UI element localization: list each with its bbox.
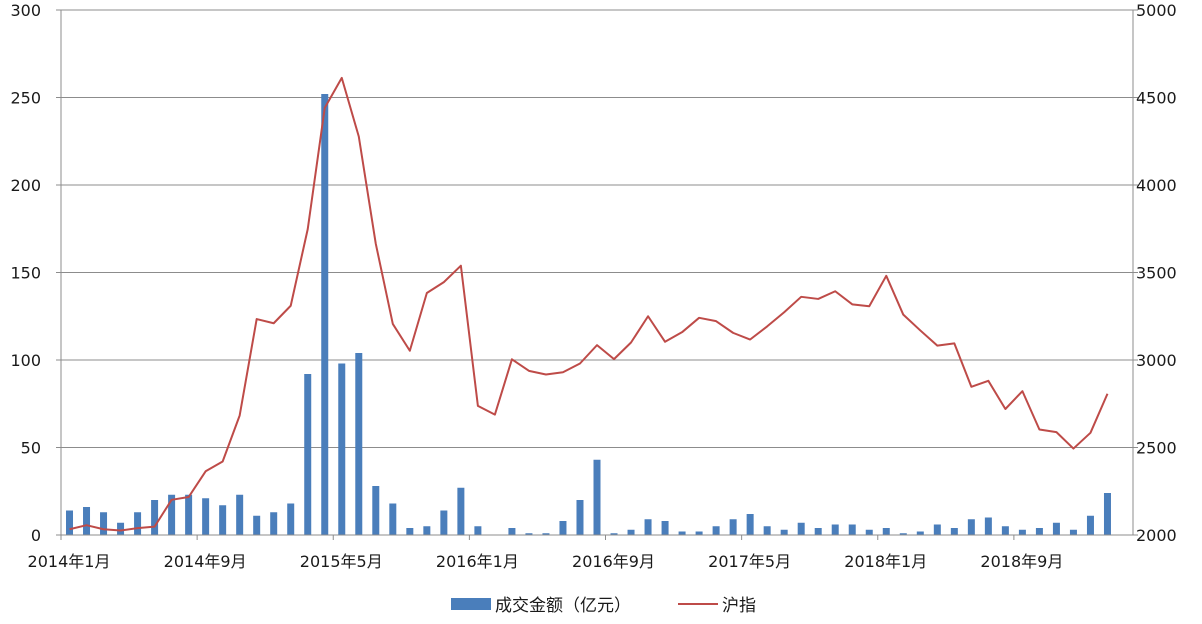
- legend-bar-swatch: [451, 598, 491, 610]
- bar: [831, 524, 839, 535]
- bar: [967, 519, 975, 535]
- y-left-tick-label: 300: [10, 1, 41, 20]
- bar: [610, 533, 618, 535]
- y-right-tick-label: 4000: [1136, 176, 1177, 195]
- bar: [899, 533, 907, 535]
- bar: [729, 519, 737, 535]
- bar: [865, 529, 873, 535]
- bar: [695, 531, 703, 535]
- bar: [814, 528, 822, 535]
- bar: [780, 529, 788, 535]
- bar: [474, 526, 482, 535]
- gridlines: [61, 9, 1133, 448]
- bar: [542, 533, 550, 535]
- bar: [389, 503, 397, 535]
- bar: [950, 528, 958, 535]
- bar: [440, 510, 448, 535]
- y-right-tick-label: 3500: [1136, 264, 1177, 283]
- x-axis-labels: 2014年1月 2014年9月 2015年5月 2016年1月 2016年9月 2017年…: [28, 552, 1064, 571]
- bar: [916, 531, 924, 535]
- bar: [644, 519, 652, 535]
- bar: [66, 510, 74, 535]
- x-tick-label: 2014年9月: [164, 552, 247, 571]
- y-left-tick-label: 250: [10, 89, 41, 108]
- bar: [236, 494, 244, 535]
- bar: [117, 522, 125, 535]
- bar-series: [66, 94, 1111, 535]
- bar: [151, 500, 159, 535]
- bar: [321, 94, 329, 535]
- bar: [100, 512, 108, 535]
- bar: [423, 526, 431, 535]
- right-y-axis-labels: 2000 2500 3000 3500 4000 4500 5000: [1136, 1, 1177, 545]
- index-line: [69, 76, 1109, 532]
- y-right-tick-label: 3000: [1136, 351, 1177, 370]
- legend: 成交金额（亿元） 沪指: [451, 596, 756, 616]
- y-left-tick-label: 200: [10, 176, 41, 195]
- bar: [1018, 529, 1026, 535]
- bar: [508, 528, 516, 535]
- bar: [83, 507, 91, 535]
- bar: [525, 533, 533, 535]
- bar: [202, 498, 210, 535]
- bar: [984, 517, 992, 535]
- y-left-tick-label: 0: [31, 526, 41, 545]
- y-right-tick-label: 2000: [1136, 526, 1177, 545]
- bar: [797, 522, 805, 535]
- bar: [270, 512, 278, 535]
- x-tick-label: 2016年1月: [436, 552, 519, 571]
- y-right-tick-label: 5000: [1136, 1, 1177, 20]
- bar: [287, 503, 295, 535]
- bar: [712, 526, 720, 535]
- bar: [304, 374, 312, 535]
- bar: [1086, 515, 1094, 535]
- y-right-tick-label: 2500: [1136, 439, 1177, 458]
- bar: [882, 528, 890, 535]
- legend-line-label: 沪指: [722, 596, 756, 616]
- bar: [559, 521, 567, 535]
- axes: [56, 9, 1138, 540]
- x-tick-label: 2018年1月: [844, 552, 927, 571]
- y-right-tick-label: 4500: [1136, 89, 1177, 108]
- bar: [1052, 522, 1060, 535]
- bar: [406, 528, 414, 535]
- bar: [933, 524, 941, 535]
- x-tick-label: 2017年5月: [708, 552, 791, 571]
- bar: [848, 524, 856, 535]
- bar: [253, 515, 261, 535]
- bar: [576, 500, 584, 535]
- bar: [168, 494, 176, 535]
- bar: [627, 529, 635, 535]
- x-tick-label: 2015年5月: [300, 552, 383, 571]
- bar: [746, 514, 754, 535]
- y-left-tick-label: 100: [10, 351, 41, 370]
- bar: [1103, 493, 1111, 535]
- legend-bar-label: 成交金额（亿元）: [495, 596, 631, 616]
- bar: [185, 494, 193, 535]
- x-tick-label: 2016年9月: [572, 552, 655, 571]
- bar: [338, 363, 346, 535]
- bar: [457, 487, 465, 535]
- bar: [219, 505, 227, 535]
- bar: [1035, 528, 1043, 535]
- bar: [1001, 526, 1009, 535]
- bar: [678, 531, 686, 535]
- bar: [593, 459, 601, 535]
- x-tick-label: 2018年9月: [980, 552, 1063, 571]
- line-series: [69, 76, 1109, 532]
- x-tick-label: 2014年1月: [28, 552, 111, 571]
- bar: [134, 512, 142, 535]
- bar: [1069, 529, 1077, 535]
- bar: [355, 353, 363, 535]
- bar: [372, 486, 380, 535]
- y-left-tick-label: 50: [21, 439, 41, 458]
- left-y-axis-labels: 0 50 100 150 200 250 300: [10, 1, 41, 545]
- bar: [661, 521, 669, 535]
- bar: [763, 526, 771, 535]
- y-left-tick-label: 150: [10, 264, 41, 283]
